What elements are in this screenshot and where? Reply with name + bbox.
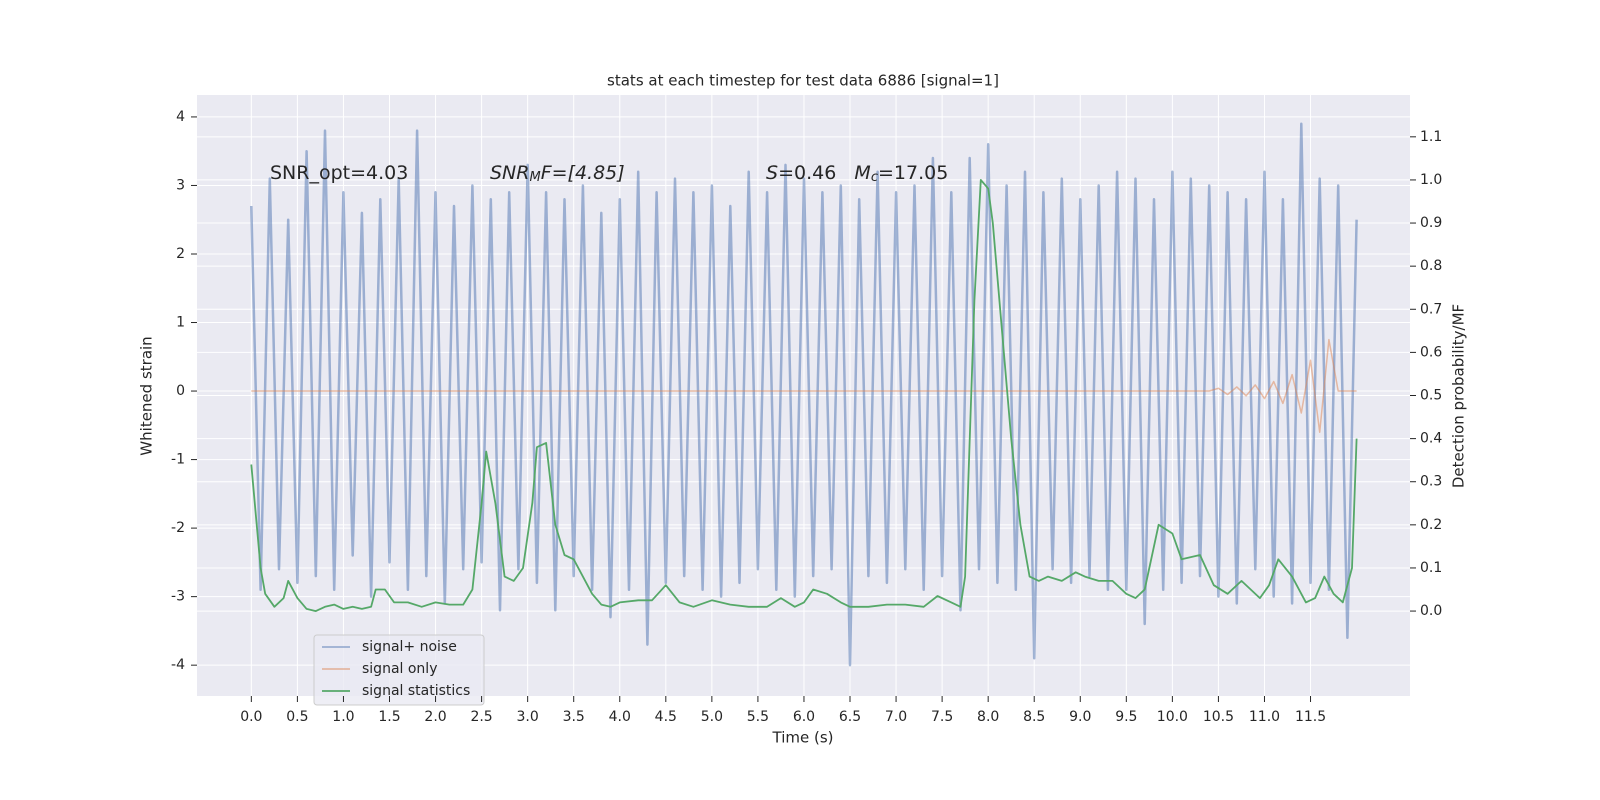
y-tick-label: 4 [176, 109, 185, 125]
y-tick-label: 3 [176, 177, 185, 193]
x-tick-label: 6.5 [839, 709, 861, 725]
chart-title: stats at each timestep for test data 688… [607, 72, 999, 90]
y-axis-label: Whitened strain [138, 336, 156, 455]
annotation-text: M [854, 162, 870, 184]
x-tick-label: 0.0 [240, 709, 262, 725]
x-tick-label: 8.0 [977, 709, 999, 725]
x-tick-label: 7.5 [931, 709, 953, 725]
y-tick-label: 2 [176, 246, 185, 262]
x-tick-label: 3.0 [517, 709, 539, 725]
y2-tick-label: 0.2 [1420, 517, 1442, 533]
x-tick-label: 5.5 [747, 709, 769, 725]
legend-label: signal+ noise [362, 639, 457, 655]
annotation: S=0.46 Mc=17.05 [766, 162, 948, 185]
y2-axis-label: Detection probability/MF [1450, 304, 1468, 488]
legend-label: signal statistics [362, 683, 470, 699]
x-tick-label: 0.5 [286, 709, 308, 725]
annotation-text: SNR_opt=4.03 [270, 162, 408, 184]
y-tick-label: 0 [176, 383, 185, 399]
x-tick-label: 9.0 [1069, 709, 1091, 725]
y-tick-label: 1 [176, 315, 185, 331]
x-tick-label: 2.5 [470, 709, 492, 725]
annotation-text: =17.05 [878, 162, 948, 184]
y2-tick-label: 0.0 [1420, 603, 1442, 619]
x-tick-label: 10.5 [1203, 709, 1234, 725]
legend-box [313, 634, 485, 706]
x-tick-label: 8.5 [1023, 709, 1045, 725]
x-tick-label: 3.5 [563, 709, 585, 725]
x-tick-label: 10.0 [1157, 709, 1188, 725]
y2-tick-label: 1.1 [1420, 129, 1442, 145]
annotation-text: M [529, 170, 540, 185]
x-axis-label: Time (s) [772, 729, 834, 747]
annotation-text: S [766, 162, 778, 184]
y2-tick-label: 0.9 [1420, 215, 1442, 231]
y2-tick-label: 0.4 [1420, 431, 1442, 447]
x-tick-label: 9.5 [1115, 709, 1137, 725]
x-tick-label: 4.0 [609, 709, 631, 725]
legend-label: signal only [362, 661, 437, 677]
y2-tick-label: 0.6 [1420, 344, 1442, 360]
y2-tick-label: 1.0 [1420, 172, 1442, 188]
y2-tick-label: 0.7 [1420, 301, 1442, 317]
x-tick-label: 5.0 [701, 709, 723, 725]
x-tick-label: 6.0 [793, 709, 815, 725]
annotation-text: =0.46 [778, 162, 854, 184]
y-tick-label: -2 [171, 520, 185, 536]
series-line [251, 338, 1357, 433]
y-tick-label: -3 [171, 589, 185, 605]
annotation: SNRMF=[4.85] [490, 162, 625, 185]
y2-tick-label: 0.8 [1420, 258, 1442, 274]
x-tick-label: 1.5 [378, 709, 400, 725]
x-tick-label: 7.0 [885, 709, 907, 725]
annotation-text: F=[4.85] [541, 162, 625, 184]
y-tick-label: -4 [171, 657, 185, 673]
series-line [250, 122, 1358, 667]
legend: signal+ noise signal only signal statistic… [313, 634, 485, 706]
y-tick-label: -1 [171, 452, 185, 468]
y2-tick-label: 0.1 [1420, 560, 1442, 576]
x-tick-label: 4.5 [655, 709, 677, 725]
annotation: SNR_opt=4.03 [270, 162, 408, 184]
y2-tick-label: 0.5 [1420, 388, 1442, 404]
x-tick-label: 11.0 [1249, 709, 1280, 725]
x-tick-label: 11.5 [1295, 709, 1326, 725]
series-line [250, 179, 1358, 612]
y2-tick-label: 0.3 [1420, 474, 1442, 490]
grid [197, 95, 1410, 696]
plot [250, 122, 1358, 667]
annotation-text: c [871, 170, 878, 185]
x-tick-label: 1.0 [332, 709, 354, 725]
annotation-text: SNR [490, 162, 529, 184]
x-tick-label: 2.0 [424, 709, 446, 725]
